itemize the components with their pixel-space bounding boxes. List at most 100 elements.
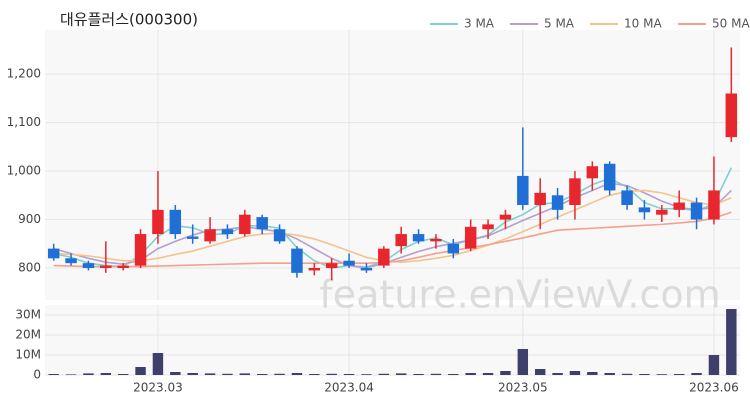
candle-body bbox=[360, 268, 373, 271]
volume-bar bbox=[604, 373, 615, 375]
chart-title: 대유플러스(000300) bbox=[60, 11, 198, 29]
legend-label: 50 MA bbox=[712, 17, 750, 31]
volume-bar bbox=[726, 309, 737, 375]
volume-bar bbox=[500, 371, 511, 375]
legend-label: 5 MA bbox=[544, 17, 575, 31]
volume-bar bbox=[100, 373, 112, 375]
volume-bar bbox=[187, 373, 198, 375]
x-tick-label: 2023.05 bbox=[498, 381, 548, 395]
volume-bar bbox=[361, 374, 372, 375]
candle-body bbox=[378, 248, 390, 266]
volume-bar bbox=[65, 374, 77, 375]
volume-bar bbox=[222, 373, 233, 375]
y-tick-label: 1,100 bbox=[7, 115, 41, 129]
candle-body bbox=[603, 163, 616, 191]
ma-line bbox=[53, 182, 732, 269]
candle-body bbox=[708, 190, 720, 220]
candle-body bbox=[308, 268, 321, 271]
candle-body bbox=[117, 265, 129, 269]
candle-body bbox=[325, 263, 338, 269]
watermark: feature.enViewV.com bbox=[319, 273, 720, 317]
volume-bar bbox=[587, 372, 598, 375]
candle-body bbox=[517, 175, 529, 205]
legend-label: 3 MA bbox=[464, 17, 495, 31]
volume-bar bbox=[204, 373, 216, 375]
candle-body bbox=[343, 260, 355, 266]
y-tick-label: 20M bbox=[15, 328, 41, 342]
candle-body bbox=[656, 209, 668, 215]
candle-body bbox=[291, 248, 303, 273]
candle-body bbox=[569, 178, 581, 205]
volume-bar bbox=[465, 373, 476, 375]
candle-body bbox=[82, 263, 95, 269]
candle-body bbox=[621, 190, 633, 205]
candle-body bbox=[499, 214, 512, 220]
volume-bar bbox=[256, 374, 268, 375]
volume-bar bbox=[83, 373, 94, 375]
volume-bar bbox=[170, 372, 181, 375]
volume-bar bbox=[274, 373, 285, 375]
candle-body bbox=[464, 226, 477, 249]
volume-bar bbox=[656, 374, 668, 375]
x-tick-label: 2023.04 bbox=[324, 381, 374, 395]
volume-bar bbox=[309, 374, 320, 375]
volume-bar bbox=[135, 367, 146, 375]
volume-bar bbox=[343, 374, 355, 375]
y-tick-label: 1,000 bbox=[7, 164, 41, 178]
candle-body bbox=[690, 202, 703, 220]
volume-bar bbox=[413, 374, 424, 375]
volume-bar bbox=[48, 374, 59, 375]
candle-body bbox=[256, 217, 268, 230]
ma-line bbox=[53, 167, 733, 269]
volume-bar bbox=[621, 373, 633, 375]
candle-body bbox=[395, 234, 407, 247]
volume-bar bbox=[708, 355, 720, 375]
volume-bar bbox=[239, 373, 251, 375]
y-tick-label: 30M bbox=[15, 308, 41, 322]
candle-body bbox=[100, 265, 112, 269]
candle-body bbox=[134, 234, 147, 266]
candle-body bbox=[638, 207, 651, 213]
candle-body bbox=[169, 209, 182, 235]
y-tick-label: 900 bbox=[18, 212, 41, 226]
candle-body bbox=[204, 229, 216, 242]
candle-body bbox=[152, 209, 164, 235]
volume-bar bbox=[448, 374, 459, 375]
candle-body bbox=[239, 214, 251, 235]
x-tick-label: 2023.03 bbox=[133, 381, 183, 395]
legend-label: 10 MA bbox=[624, 17, 662, 31]
candle-body bbox=[447, 243, 460, 254]
volume-bar bbox=[152, 353, 164, 375]
volume-bar bbox=[430, 373, 442, 375]
y-tick-label: 1,200 bbox=[7, 67, 41, 81]
volume-bar bbox=[691, 373, 702, 375]
candle-body bbox=[186, 236, 199, 239]
candle-body bbox=[273, 229, 286, 242]
candle-body bbox=[673, 202, 685, 210]
x-tick-label: 2023.06 bbox=[689, 381, 739, 395]
y-tick-label: 0 bbox=[33, 368, 41, 382]
volume-bar bbox=[378, 373, 390, 375]
candle-body bbox=[725, 93, 738, 138]
volume-bar bbox=[517, 349, 529, 375]
candle-body bbox=[586, 166, 599, 179]
y-tick-label: 10M bbox=[15, 348, 41, 362]
candle-body bbox=[221, 229, 234, 235]
candle-body bbox=[534, 192, 546, 205]
ma-line bbox=[53, 211, 732, 268]
candle-body bbox=[482, 224, 494, 230]
volume-bar bbox=[534, 369, 546, 375]
candle-body bbox=[551, 195, 564, 210]
volume-bar bbox=[117, 374, 129, 375]
candle-body bbox=[65, 258, 77, 264]
volume-bar bbox=[482, 373, 494, 375]
volume-bar bbox=[395, 373, 407, 375]
candle-body bbox=[412, 234, 425, 242]
volume-bar bbox=[291, 373, 303, 375]
candle-body bbox=[430, 238, 442, 242]
candle-body bbox=[47, 248, 60, 259]
volume-bar bbox=[639, 374, 650, 375]
volume-bar bbox=[326, 373, 337, 375]
volume-bar bbox=[569, 371, 581, 375]
